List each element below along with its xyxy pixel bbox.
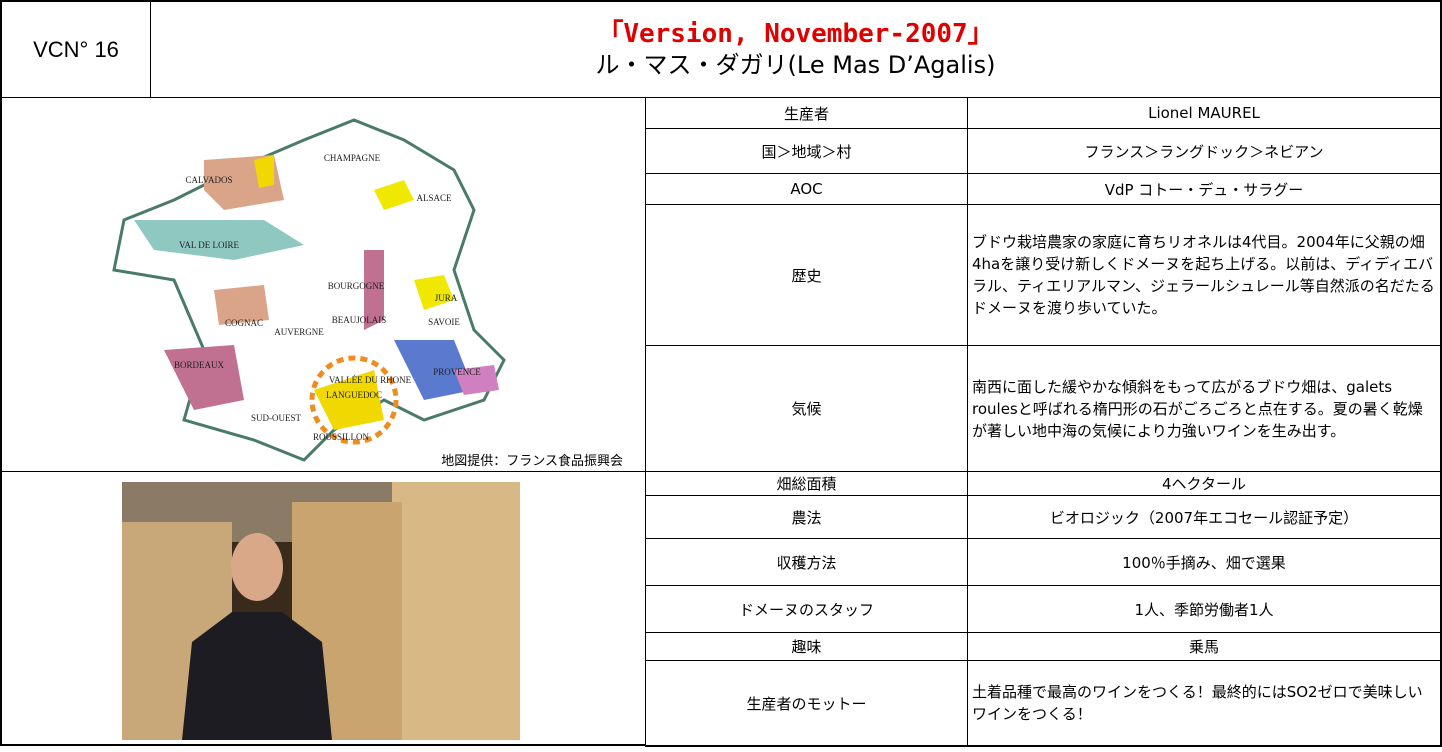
region	[134, 220, 304, 260]
row-value: VdP コトー・デュ・サラグー	[1104, 180, 1304, 199]
row-value-cell: Lionel MAUREL	[967, 97, 1442, 129]
row-label: 趣味	[791, 638, 822, 656]
row-value-cell: 乗馬	[967, 632, 1442, 661]
producer-photo	[122, 482, 520, 740]
id-text: VCN° 16	[33, 36, 119, 62]
row-value-cell: VdP コトー・デュ・サラグー	[967, 173, 1442, 205]
map-label: ROUSSILLON	[313, 432, 370, 442]
row-label: 生産者のモットー	[746, 694, 867, 713]
row-label: 国＞地域＞村	[761, 142, 852, 161]
row-value: フランス＞ラングドック＞ネビアン	[1084, 142, 1324, 161]
map-label: JURA	[435, 293, 458, 303]
row-label-cell: 生産者のモットー	[645, 660, 968, 747]
row-label: AOC	[790, 180, 823, 198]
region	[414, 275, 454, 310]
row-value-cell: 100％手摘み、畑で選果	[967, 538, 1442, 586]
map-label: PROVENCE	[433, 367, 481, 377]
row-value-cell: 1人、季節労働者1人	[967, 585, 1442, 633]
row-value: 100％手摘み、畑で選果	[1122, 553, 1286, 572]
title-cell: 「Version, November-2007」 ル・マス・ダガリ(Le Mas…	[150, 0, 1442, 98]
title-text: ル・マス・ダガリ(Le Mas D’Agalis)	[595, 50, 996, 79]
row-label-cell: 生産者	[645, 97, 968, 129]
map-label: ALSACE	[416, 193, 452, 203]
map-label: CHAMPAGNE	[324, 153, 381, 163]
row-label: 歴史	[791, 266, 822, 285]
row-value-cell: 南西に面した緩やかな傾斜をもって広がるブドウ畑は、galets roulesと呼…	[967, 345, 1442, 472]
map-label: BEAUJOLAIS	[332, 315, 387, 325]
row-value-cell: ブドウ栽培農家の家庭に育ちリオネルは4代目。2004年に父親の畑4haを譲り受け…	[967, 204, 1442, 346]
photo-cell	[0, 471, 646, 746]
row-value-cell: フランス＞ラングドック＞ネビアン	[967, 128, 1442, 174]
id-cell: VCN° 16	[0, 0, 151, 98]
map-label: SUD-OUEST	[251, 413, 302, 423]
row-label: ドメーヌのスタッフ	[738, 600, 874, 619]
row-value: 4ヘクタール	[1162, 475, 1246, 493]
map-label: AUVERGNE	[274, 327, 324, 337]
map-label: LANGUEDOC	[326, 390, 382, 400]
region	[214, 285, 269, 325]
region	[364, 250, 384, 330]
map-label: COGNAC	[225, 318, 263, 328]
row-value-cell: 土着品種で最高のワインをつくる！最終的にはSO2ゼロで美味しいワインをつくる！	[967, 660, 1442, 747]
row-label-cell: 気候	[645, 345, 968, 472]
region	[314, 370, 384, 430]
version-text: 「Version, November-2007」	[597, 18, 994, 49]
row-label-cell: 趣味	[645, 632, 968, 661]
row-label: 収穫方法	[776, 553, 837, 572]
row-value: 土着品種で最高のワインをつくる！最終的にはSO2ゼロで美味しいワインをつくる！	[972, 683, 1423, 723]
row-value: Lionel MAUREL	[1148, 104, 1260, 122]
highlight-circle	[309, 355, 399, 445]
region	[374, 180, 414, 210]
row-label: 生産者	[783, 104, 829, 123]
region	[454, 365, 499, 395]
row-label-cell: 国＞地域＞村	[645, 128, 968, 174]
map-label: VAL DE LOIRE	[179, 240, 239, 250]
row-label: 畑総面積	[776, 475, 837, 493]
row-label-cell: AOC	[645, 173, 968, 205]
row-value: ブドウ栽培農家の家庭に育ちリオネルは4代目。2004年に父親の畑4haを譲り受け…	[972, 233, 1435, 317]
map-label: VALLÉE DU RHONE	[329, 375, 412, 385]
row-label-cell: ドメーヌのスタッフ	[645, 585, 968, 633]
region	[164, 345, 244, 410]
row-label-cell: 農法	[645, 495, 968, 539]
row-value: ビオロジック（2007年エコセール認証予定）	[1049, 508, 1359, 527]
row-label-cell: 歴史	[645, 204, 968, 346]
map-label: BOURGOGNE	[328, 281, 385, 291]
row-value-cell: 4ヘクタール	[967, 471, 1442, 496]
row-label: 農法	[791, 508, 822, 527]
row-value: 1人、季節労働者1人	[1134, 600, 1274, 619]
map-image: CHAMPAGNE ALSACE CALVADOS VAL DE LOIRE BOURG…	[112, 118, 506, 462]
map-label: SAVOIE	[428, 317, 460, 327]
map-label: CALVADOS	[185, 175, 232, 185]
map-label: BORDEAUX	[174, 360, 225, 370]
map-credit: 地図提供：フランス食品振興会	[441, 454, 623, 469]
row-value: 乗馬	[1188, 638, 1219, 656]
map-cell: CHAMPAGNE ALSACE CALVADOS VAL DE LOIRE BOURG…	[0, 97, 646, 472]
region	[254, 155, 274, 188]
region	[394, 340, 474, 400]
row-label-cell: 収穫方法	[645, 538, 968, 586]
row-label: 気候	[791, 400, 822, 418]
row-value-cell: ビオロジック（2007年エコセール認証予定）	[967, 495, 1442, 539]
row-label-cell: 畑総面積	[645, 471, 968, 496]
row-value: 南西に面した緩やかな傾斜をもって広がるブドウ畑は、galets roulesと呼…	[972, 377, 1423, 440]
